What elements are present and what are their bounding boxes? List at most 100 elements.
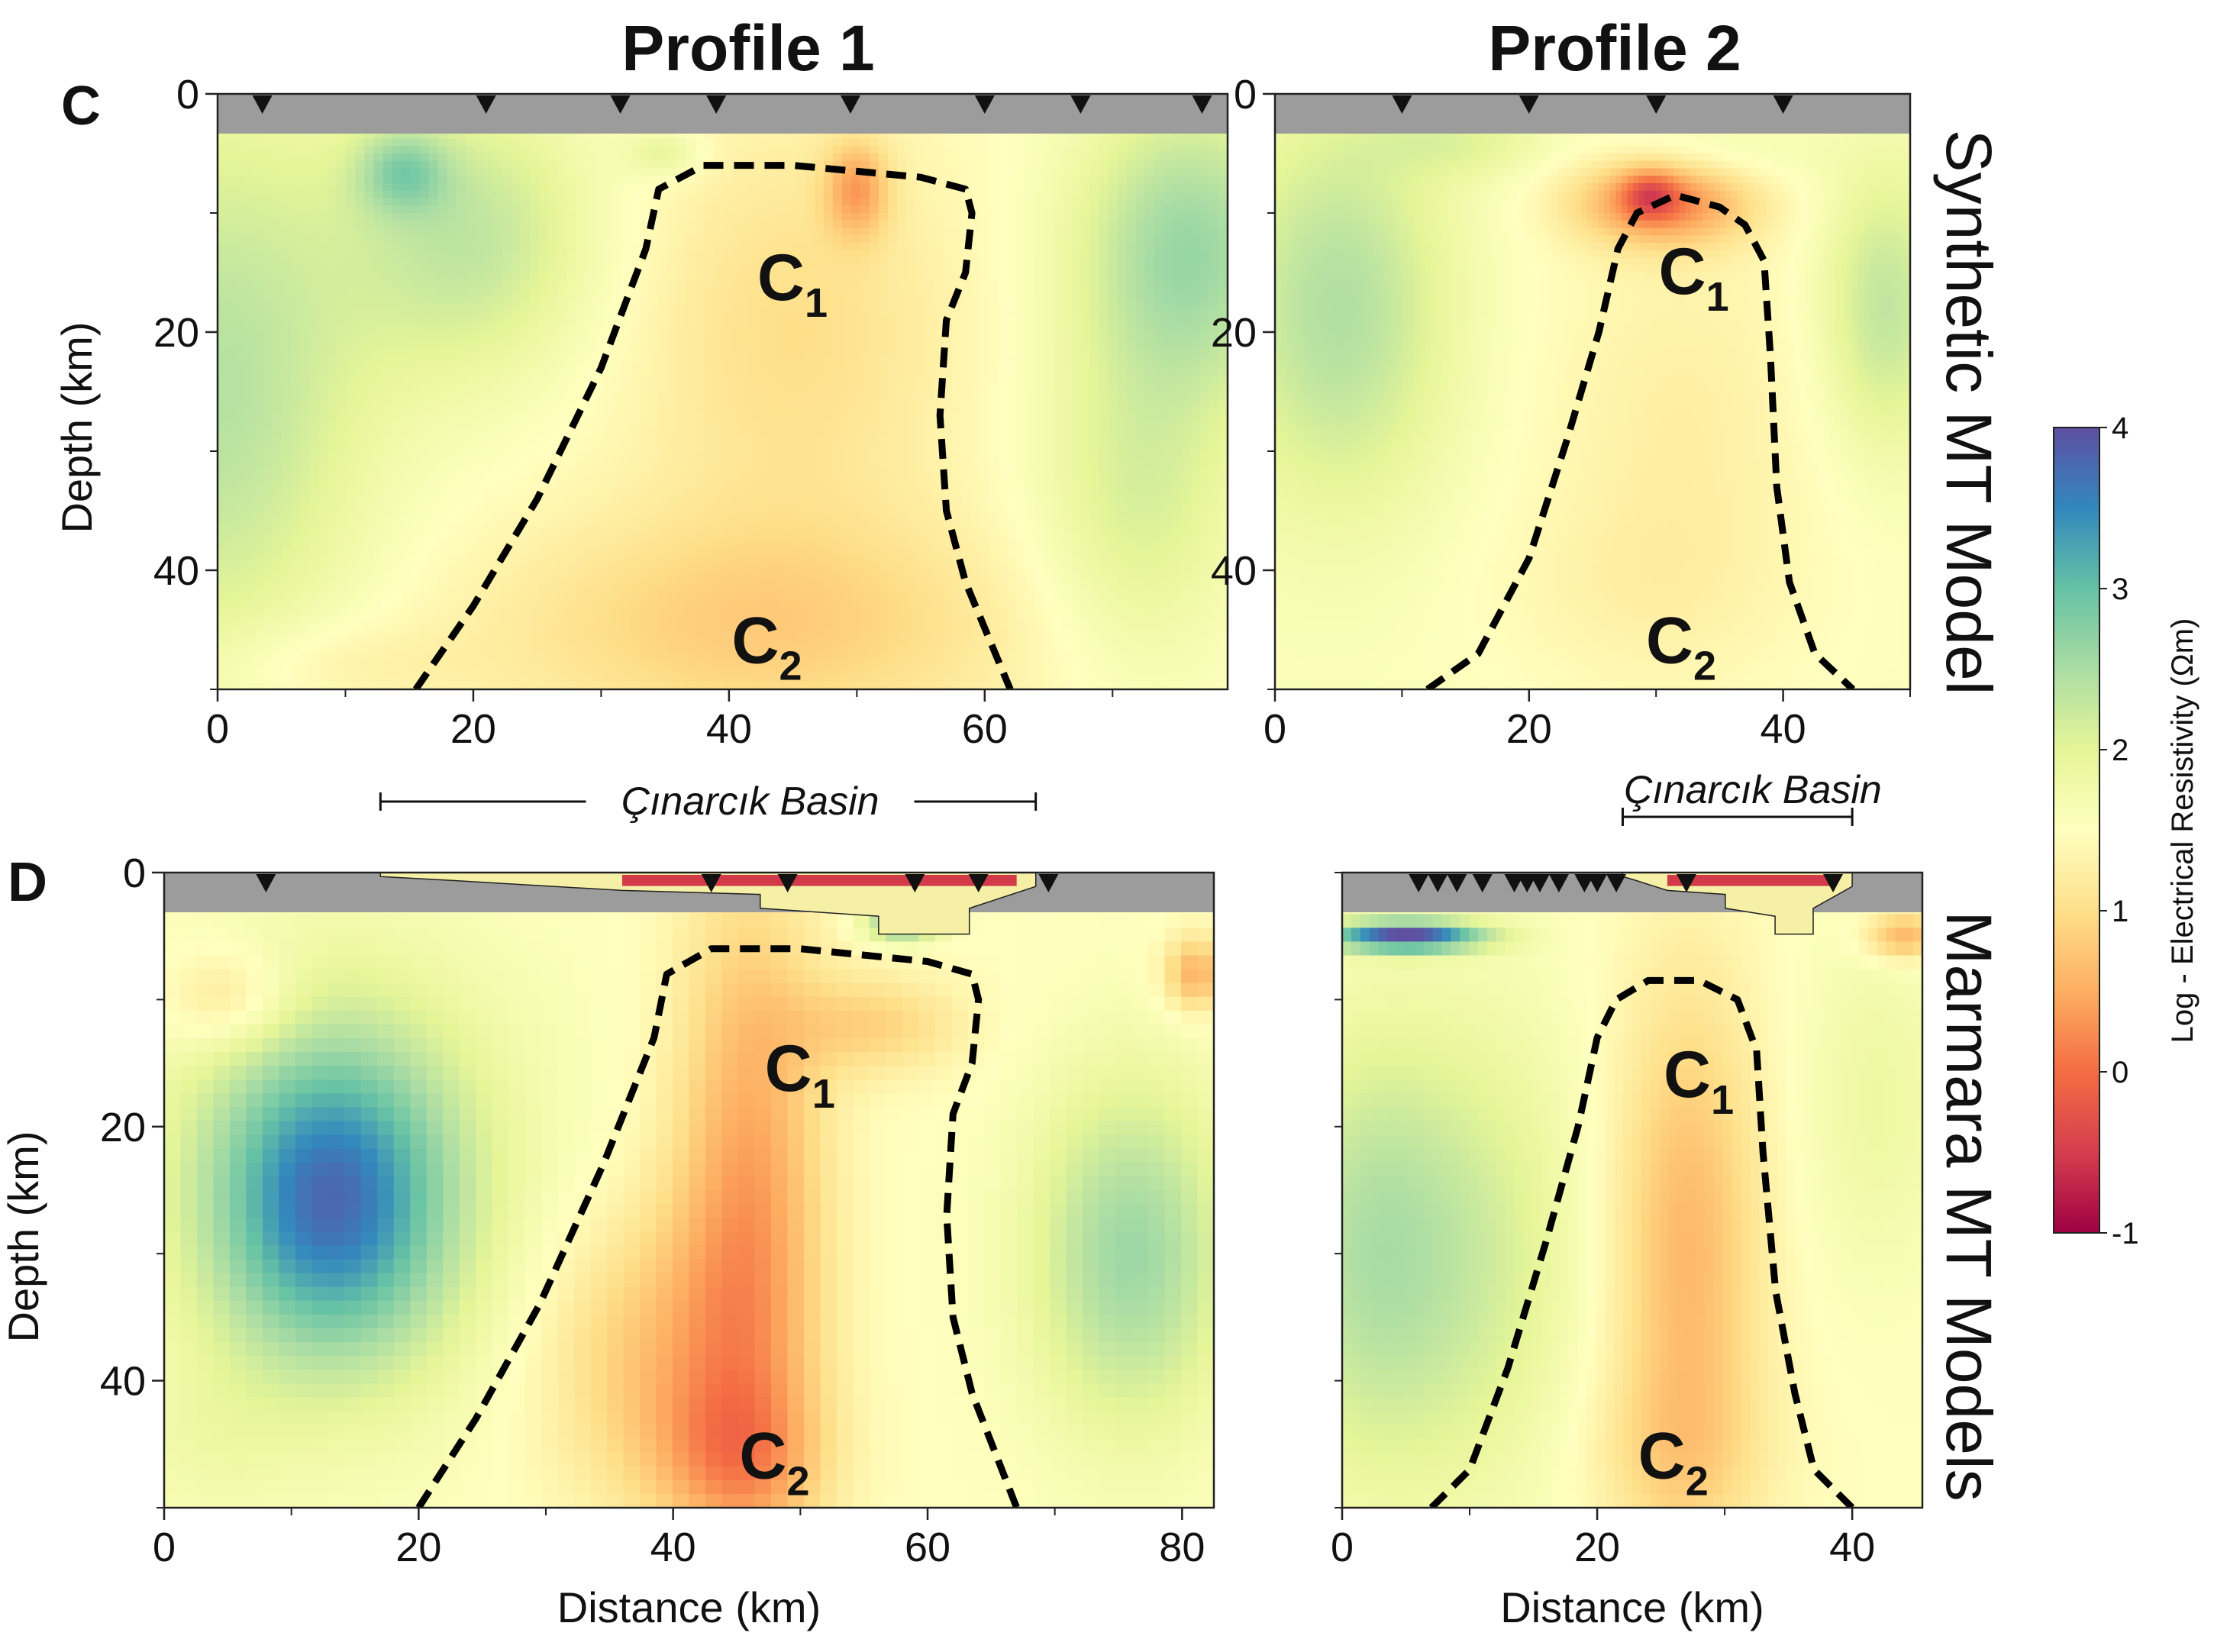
heatmap-cell <box>594 392 604 400</box>
heatmap-cell <box>309 414 320 422</box>
heatmap-cell <box>658 339 669 348</box>
heatmap-cell <box>585 414 595 422</box>
heatmap-cell <box>1209 257 1219 266</box>
heatmap-cell <box>906 398 916 408</box>
heatmap-cell <box>1080 384 1091 392</box>
heatmap-cell <box>355 273 366 281</box>
heatmap-cell <box>447 317 457 326</box>
heatmap-cell <box>1154 384 1164 392</box>
heatmap-cell <box>695 398 705 408</box>
heatmap-cell <box>612 362 622 370</box>
heatmap-cell <box>1172 235 1183 244</box>
heatmap-cell <box>603 265 613 273</box>
heatmap-cell <box>713 213 724 221</box>
heatmap-cell <box>1199 205 1210 214</box>
heatmap-cell <box>1071 265 1082 273</box>
heatmap-cell <box>777 279 788 289</box>
heatmap-cell <box>759 131 770 140</box>
heatmap-cell <box>649 153 660 162</box>
heatmap-cell <box>1108 220 1118 229</box>
heatmap-cell <box>1034 257 1045 266</box>
heatmap-cell <box>1181 227 1192 237</box>
heatmap-cell <box>1218 250 1228 259</box>
heatmap-cell <box>906 347 916 356</box>
heatmap-cell <box>786 265 797 273</box>
heatmap-cell <box>980 176 990 184</box>
heatmap-cell <box>282 392 292 400</box>
heatmap-cell <box>686 384 696 392</box>
heatmap-cell <box>492 339 503 348</box>
heatmap-cell <box>282 190 292 199</box>
heatmap-cell <box>1016 421 1027 430</box>
heatmap-cell <box>1163 339 1173 348</box>
heatmap-cell <box>1172 168 1183 177</box>
heatmap-cell <box>943 243 953 251</box>
heatmap-cell <box>373 146 384 154</box>
heatmap-cell <box>998 160 1009 169</box>
heatmap-cell <box>640 392 650 400</box>
heatmap-cell <box>218 369 228 378</box>
heatmap-cell <box>254 265 264 273</box>
heatmap-cell <box>401 273 411 281</box>
heatmap-cell <box>731 414 742 422</box>
heatmap-cell <box>961 279 972 289</box>
heatmap-cell <box>952 220 963 229</box>
heatmap-cell <box>621 279 632 289</box>
heatmap-cell <box>970 146 981 154</box>
heatmap-cell <box>263 131 273 140</box>
heatmap-cell <box>713 376 724 386</box>
heatmap-cell <box>786 317 797 326</box>
heatmap-cell <box>456 302 466 311</box>
heatmap-cell <box>483 309 494 318</box>
heatmap-cell <box>529 153 540 162</box>
heatmap-cell <box>1007 213 1018 221</box>
heatmap-cell <box>337 183 347 192</box>
heatmap-cell <box>1099 257 1109 266</box>
heatmap-cell <box>1154 138 1164 147</box>
heatmap-cell <box>722 287 733 296</box>
heatmap-cell <box>373 317 384 326</box>
heatmap-cell <box>1099 369 1109 378</box>
heatmap-cell <box>897 384 907 392</box>
heatmap-cell <box>1025 354 1036 363</box>
heatmap-cell <box>520 398 531 408</box>
heatmap-cell <box>401 354 411 363</box>
heatmap-cell <box>557 324 567 333</box>
heatmap-cell <box>934 250 944 259</box>
heatmap-cell <box>777 295 788 303</box>
heatmap-cell <box>970 406 981 415</box>
heatmap-cell <box>447 362 457 370</box>
heatmap-cell <box>254 257 264 266</box>
heatmap-cell <box>318 153 329 162</box>
heatmap-cell <box>961 347 972 356</box>
heatmap-cell <box>364 131 375 140</box>
heatmap-cell <box>1218 295 1228 303</box>
heatmap-cell <box>805 398 815 408</box>
panel-letter-c: C <box>61 76 101 137</box>
heatmap-cell <box>970 138 981 147</box>
heatmap-cell <box>1062 287 1073 296</box>
heatmap-cell <box>1117 176 1128 184</box>
heatmap-cell <box>557 265 567 273</box>
heatmap-cell <box>282 384 292 392</box>
heatmap-cell <box>603 324 613 333</box>
heatmap-cell <box>236 414 246 422</box>
heatmap-cell <box>585 138 595 147</box>
heatmap-cell <box>989 421 999 430</box>
heatmap-cell <box>1163 138 1173 147</box>
heatmap-cell <box>511 160 521 169</box>
heatmap-cell <box>695 205 705 214</box>
heatmap-cell <box>768 273 779 281</box>
heatmap-cell <box>887 347 898 356</box>
heatmap-cell <box>529 339 540 348</box>
heatmap-cell <box>612 398 622 408</box>
heatmap-cell <box>952 309 963 318</box>
heatmap-cell <box>483 257 494 266</box>
heatmap-cell <box>1071 309 1082 318</box>
heatmap-cell <box>410 183 421 192</box>
heatmap-cell <box>594 398 604 408</box>
heatmap-cell <box>594 376 604 386</box>
heatmap-cell <box>309 369 320 378</box>
heatmap-cell <box>254 205 264 214</box>
heatmap-cell <box>557 279 567 289</box>
